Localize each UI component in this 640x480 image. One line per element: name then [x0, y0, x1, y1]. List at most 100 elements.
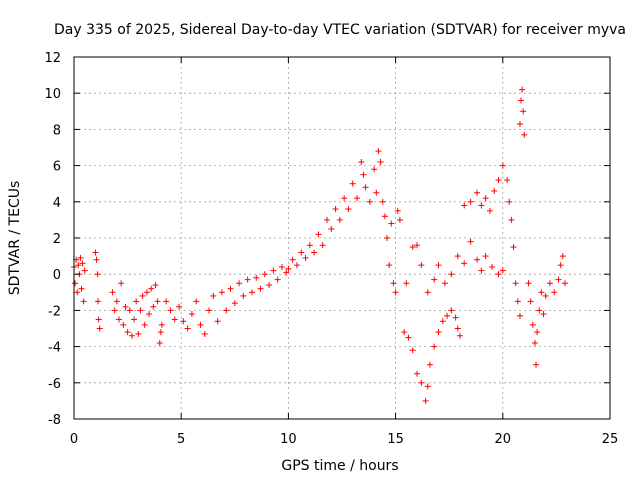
data-point — [444, 312, 451, 319]
data-point — [152, 282, 159, 289]
data-point — [79, 260, 86, 267]
data-point — [510, 244, 517, 251]
data-point — [210, 292, 217, 299]
y-tick-label: -8 — [48, 413, 61, 428]
data-point — [293, 262, 300, 269]
data-point — [409, 244, 416, 251]
data-point — [504, 177, 511, 184]
data-point — [431, 343, 438, 350]
axis-ticks: 0 5 10 15 20 25 -8 -6 -4 -2 0 2 4 6 8 10 12 — [44, 51, 618, 447]
data-point — [536, 307, 543, 314]
data-point — [78, 285, 85, 292]
data-point — [180, 318, 187, 325]
data-point — [516, 120, 523, 127]
data-point — [150, 303, 157, 310]
data-point — [512, 280, 519, 287]
x-tick-label: 10 — [280, 432, 297, 447]
data-point — [214, 318, 221, 325]
data-point — [124, 329, 131, 336]
data-point — [362, 184, 369, 191]
data-point — [278, 263, 285, 270]
data-point — [452, 314, 459, 321]
data-point — [298, 249, 305, 256]
y-tick-label: 2 — [53, 232, 61, 247]
data-point — [113, 298, 120, 305]
data-point — [253, 274, 260, 281]
data-point — [495, 177, 502, 184]
data-point — [495, 271, 502, 278]
data-point — [133, 298, 140, 305]
data-point — [454, 325, 461, 332]
data-point — [188, 311, 195, 318]
data-point — [248, 289, 255, 296]
data-point — [197, 321, 204, 328]
data-point — [122, 303, 129, 310]
data-point — [319, 242, 326, 249]
data-point — [349, 180, 356, 187]
data-point — [424, 289, 431, 296]
data-point — [461, 260, 468, 267]
data-point — [478, 202, 485, 209]
data-point — [126, 307, 133, 314]
data-point — [120, 321, 127, 328]
y-tick-label: 8 — [53, 123, 61, 138]
data-point — [360, 171, 367, 178]
data-point — [533, 361, 540, 368]
data-point — [315, 231, 322, 238]
data-point — [116, 316, 123, 323]
chart-title: Day 335 of 2025, Sidereal Day-to-day VTE… — [54, 22, 626, 38]
data-point — [371, 166, 378, 173]
data-point — [519, 86, 526, 93]
data-point — [531, 339, 538, 346]
y-tick-label: 10 — [44, 87, 61, 102]
data-point — [227, 285, 234, 292]
data-point — [456, 332, 463, 339]
data-point — [328, 225, 335, 232]
data-point — [345, 206, 352, 213]
data-point — [441, 280, 448, 287]
data-point — [396, 216, 403, 223]
data-point — [414, 370, 421, 377]
data-point — [366, 198, 373, 205]
data-point — [80, 298, 87, 305]
data-point — [257, 285, 264, 292]
data-point — [72, 280, 79, 287]
data-point — [525, 280, 532, 287]
y-tick-label: 4 — [53, 196, 61, 211]
data-point — [542, 292, 549, 299]
data-point — [377, 158, 384, 165]
data-point — [137, 307, 144, 314]
data-point — [388, 220, 395, 227]
data-point — [289, 256, 296, 263]
data-point — [240, 292, 247, 299]
data-point — [551, 289, 558, 296]
x-tick-label: 5 — [177, 432, 185, 447]
data-point — [538, 289, 545, 296]
data-point — [163, 298, 170, 305]
data-point — [454, 253, 461, 260]
data-point — [448, 271, 455, 278]
data-point — [302, 254, 309, 261]
data-point — [555, 276, 562, 283]
data-point — [139, 292, 146, 299]
data-point — [561, 280, 568, 287]
data-point — [75, 262, 82, 269]
data-point — [184, 325, 191, 332]
data-point — [557, 262, 564, 269]
x-tick-label: 25 — [602, 432, 619, 447]
data-point — [392, 289, 399, 296]
data-point — [540, 311, 547, 318]
data-point — [516, 312, 523, 319]
data-points — [71, 86, 568, 404]
data-point — [201, 330, 208, 337]
y-tick-label: 6 — [53, 160, 61, 175]
data-point — [143, 289, 150, 296]
data-point — [499, 267, 506, 274]
data-point — [403, 280, 410, 287]
data-point — [146, 311, 153, 318]
data-point — [521, 131, 528, 138]
data-point — [96, 325, 103, 332]
data-point — [141, 321, 148, 328]
data-point — [527, 298, 534, 305]
